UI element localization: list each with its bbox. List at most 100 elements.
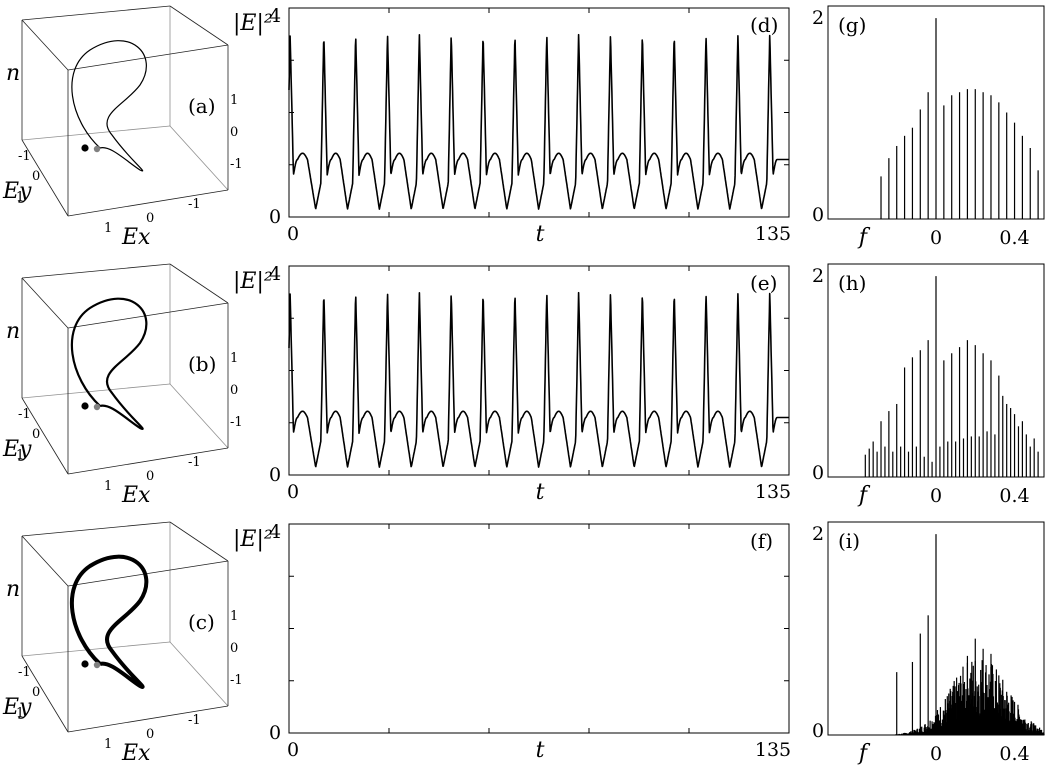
panel-label: (d): [750, 13, 778, 37]
cube-edge: [21, 19, 69, 71]
panel-label: (h): [838, 271, 867, 295]
z-axis-label: n: [6, 319, 20, 344]
cube-edge: [67, 447, 229, 475]
cube-edge-back: [21, 125, 171, 141]
y-tick-label-min: 0: [812, 462, 824, 484]
spectrum-(h): 2 0 f 0 0.4 (h): [812, 263, 1045, 508]
timeseries-(f): 4 0 |E|² 0 135 t (f): [233, 521, 791, 763]
timeseries-(e): 4 0 |E|² 0 135 t (e): [233, 263, 791, 505]
y-tick-label: 1: [16, 448, 24, 463]
cube-edge: [67, 302, 229, 329]
x-tick-label: -1: [188, 455, 201, 470]
cube-edge-back: [21, 641, 171, 657]
cube-edge: [21, 397, 69, 475]
trajectory: [70, 297, 148, 431]
y-tick-label-max: 2: [812, 265, 824, 287]
z-tick-label: -1: [230, 157, 243, 172]
cube-edge: [67, 189, 229, 217]
x-tick-label: -1: [188, 713, 201, 728]
y-tick-label: 0: [32, 169, 40, 184]
y-tick-label: -1: [18, 149, 31, 164]
z-tick-label: 0: [230, 641, 238, 656]
x-axis-label: f: [857, 741, 871, 766]
x-tick-label: 0.4: [999, 227, 1029, 249]
y-tick-label-min: 0: [269, 206, 281, 228]
z-tick-label: -1: [230, 415, 243, 430]
fixed-point-gray: [93, 145, 101, 153]
cube-edge: [21, 521, 171, 537]
z-tick-label: 1: [230, 93, 238, 108]
x-tick-label: 1: [104, 479, 112, 494]
x-tick-label: 0: [930, 485, 942, 507]
spectrum-(i): 2 0 f 0 0.4 (i): [812, 521, 1045, 766]
x-tick-label-min: 0: [287, 481, 299, 503]
y-tick-label: 0: [32, 685, 40, 700]
x-tick-label-max: 135: [755, 223, 791, 245]
x-tick-label: 1: [104, 221, 112, 236]
cube-edge: [169, 263, 229, 304]
x-axis-label: Ex: [121, 483, 151, 508]
x-tick-label-min: 0: [287, 223, 299, 245]
x-tick-label: 0: [146, 727, 154, 742]
cube-edge: [21, 535, 69, 587]
x-axis-label: f: [857, 483, 871, 508]
y-tick-label: 1: [16, 190, 24, 205]
x-tick-label: 0: [146, 469, 154, 484]
z-tick-label: 0: [230, 125, 238, 140]
y-tick-label: 1: [16, 706, 24, 721]
trajectory: [69, 554, 149, 689]
cube-edge: [67, 560, 229, 587]
fixed-point-gray: [93, 661, 101, 669]
z-tick-label: -1: [230, 673, 243, 688]
y-tick-label: -1: [18, 407, 31, 422]
cube-frame: [21, 521, 229, 733]
x-axis-label: t: [536, 480, 545, 505]
cube-edge: [21, 655, 69, 733]
fixed-point-black: [81, 144, 89, 152]
z-axis-label: n: [6, 61, 20, 86]
y-tick-label-max: 2: [812, 7, 824, 29]
cube-frame: [21, 5, 229, 217]
fixed-point-black: [81, 660, 89, 668]
panel-label: (g): [838, 13, 866, 37]
x-tick-label: -1: [188, 197, 201, 212]
y-tick-label: -1: [18, 665, 31, 680]
y-axis-label: |E|²: [233, 11, 273, 36]
spectrum-(g): 2 0 f 0 0.4 (g): [812, 5, 1045, 250]
cube-edge: [67, 705, 229, 733]
y-tick-label-min: 0: [269, 464, 281, 486]
x-tick-label-min: 0: [287, 739, 299, 761]
z-tick-label: 1: [230, 351, 238, 366]
cube-edge-back: [21, 383, 171, 399]
panel-label: (e): [750, 271, 777, 295]
y-tick-label: 0: [32, 427, 40, 442]
y-axis-label: Ey: [2, 695, 32, 720]
cube-edge: [21, 5, 171, 21]
x-tick-label: 0.4: [999, 743, 1029, 765]
x-tick-label: 0: [930, 227, 942, 249]
cube-edge-back: [169, 641, 229, 707]
x-axis-label: f: [857, 225, 871, 250]
x-tick-label: 0: [146, 211, 154, 226]
intensity-series: [288, 33, 790, 210]
y-axis-label: |E|²: [233, 527, 273, 552]
x-axis-label: t: [536, 738, 545, 763]
plot-frame: [288, 523, 790, 734]
panel-label: (i): [838, 529, 860, 553]
plot-frame: [288, 7, 790, 218]
cube-edge: [169, 5, 229, 46]
cube-edge: [21, 277, 69, 329]
cube-edge-back: [169, 125, 229, 191]
y-tick-label-max: 4: [269, 521, 281, 543]
x-tick-label: 0: [930, 743, 942, 765]
y-axis-label: Ey: [2, 437, 32, 462]
panel-label: (b): [188, 352, 216, 376]
x-tick-label: 0.4: [999, 485, 1029, 507]
cube-edge: [169, 521, 229, 562]
x-axis-label: Ex: [121, 225, 151, 250]
x-axis-label: t: [536, 222, 545, 247]
plot-frame: [288, 265, 790, 476]
